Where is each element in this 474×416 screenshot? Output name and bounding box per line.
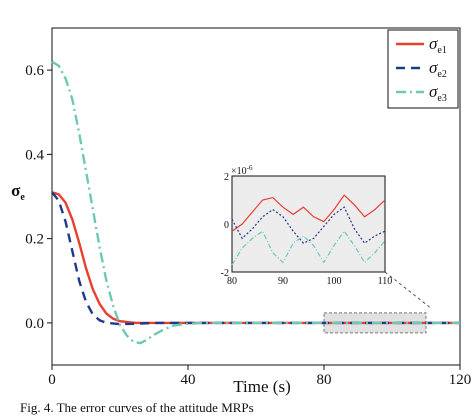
legend-label-e2: σe2 <box>429 58 447 80</box>
inset-x-tick-label: 80 <box>227 276 237 287</box>
figure-caption: Fig. 4. The error curves of the attitude… <box>20 400 254 415</box>
series-line-e1 <box>51 191 460 325</box>
y-tick-label: 0.2 <box>25 232 44 248</box>
inset-frame <box>231 175 386 273</box>
x-tick-label: 40 <box>181 372 196 388</box>
x-tick-label: 80 <box>317 372 332 388</box>
y-axis-title: σe <box>11 181 25 203</box>
inset-y-tick-label: 2 <box>224 172 229 183</box>
y-tick-label: 0.6 <box>25 63 44 79</box>
y-axis-title-symbol: σ <box>11 181 21 200</box>
inset-x-tick-labels: 80 90 100 110 <box>227 276 392 287</box>
inset-x-tick-label: 100 <box>327 276 342 287</box>
series-group <box>51 60 460 345</box>
inset-series-group <box>231 194 386 266</box>
inset-y-tick-label: 0 <box>224 220 229 231</box>
legend-items: σe1 σe2 σe3 <box>396 34 447 104</box>
y-tick-labels: 0.0 0.2 0.4 0.6 <box>25 63 52 332</box>
x-tick-label: 0 <box>48 372 56 388</box>
inset-y-tick-labels: 2 0 -2 <box>221 172 229 279</box>
inset-y-tick-label: -2 <box>221 268 229 279</box>
y-axis-title-subscript: e <box>20 192 25 203</box>
inset-series-line-e1 <box>231 194 386 232</box>
series-line-e3 <box>51 60 460 345</box>
inset-x-tick-label: 90 <box>278 276 288 287</box>
plot-frame <box>51 27 461 366</box>
x-tick-labels: 0 40 80 120 <box>48 365 471 388</box>
x-tick-label: 120 <box>449 372 472 388</box>
y-tick-label: 0.4 <box>25 147 44 163</box>
legend-label-e1: σe1 <box>429 34 447 56</box>
legend: σe1 σe2 σe3 <box>387 29 459 109</box>
x-axis-title: Time (s) <box>233 377 290 396</box>
inset-series-line-e2 <box>231 206 386 245</box>
inset-connector-line <box>384 271 433 310</box>
inset-scale-label: ×10-6 <box>231 164 253 177</box>
legend-label-e3: σe3 <box>429 82 447 104</box>
inset-x-tick-label: 110 <box>378 276 393 287</box>
y-tick-label: 0.0 <box>25 316 44 332</box>
inset-plot: 2 0 -2 80 90 100 110 ×10-6 <box>221 164 393 287</box>
